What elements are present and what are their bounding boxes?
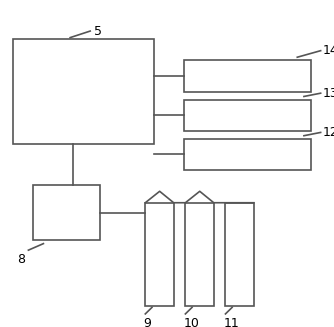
Text: 14: 14	[322, 44, 334, 57]
Text: 5: 5	[94, 25, 102, 38]
Text: 8: 8	[17, 253, 25, 267]
Text: 11: 11	[224, 317, 239, 327]
Text: 10: 10	[184, 317, 200, 327]
Bar	[184, 139, 311, 170]
Bar	[225, 203, 254, 306]
Bar	[184, 100, 311, 131]
Text: 9: 9	[144, 317, 152, 327]
Bar	[13, 39, 154, 144]
Bar	[145, 203, 174, 306]
Bar	[185, 203, 214, 306]
Text: 13: 13	[322, 87, 334, 100]
Bar	[184, 60, 311, 92]
Text: 12: 12	[322, 126, 334, 139]
Bar	[33, 185, 100, 240]
